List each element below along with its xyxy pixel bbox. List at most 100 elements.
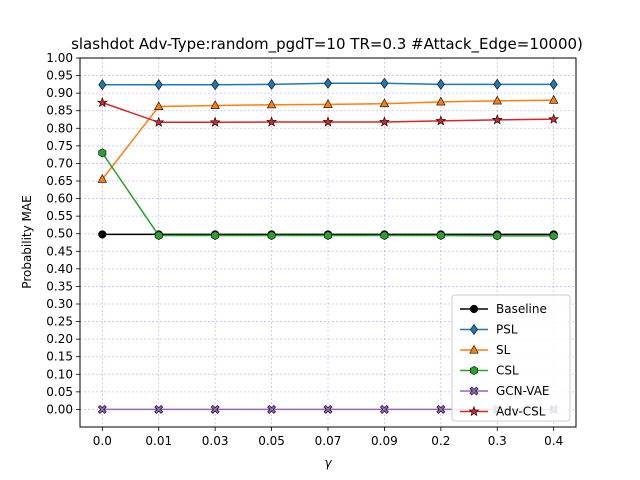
legend-label: Adv-CSL xyxy=(496,405,546,419)
y-tick-label: 0.85 xyxy=(46,104,73,118)
legend-item-gcn-vae: GCN-VAE xyxy=(460,384,550,398)
legend: Baseline PSL SL CSL GCN-VAE Adv-CSL xyxy=(451,294,571,422)
chart-title: slashdot Adv-Type:random_pgdT=10 TR=0.3 … xyxy=(71,35,583,54)
x-tick-label: 0.03 xyxy=(202,434,229,448)
y-tick-label: 0.15 xyxy=(46,350,73,364)
data-point-psl xyxy=(493,78,502,90)
legend-marker xyxy=(470,323,478,336)
y-tick-label: 0.95 xyxy=(46,69,73,83)
data-point-csl xyxy=(436,230,445,241)
data-point-gcn-vae xyxy=(97,405,107,414)
legend-label: PSL xyxy=(496,323,518,337)
data-point-sl xyxy=(154,101,164,110)
data-point-gcn-vae xyxy=(380,405,389,414)
y-tick-label: 0.20 xyxy=(46,332,73,346)
data-point-baseline xyxy=(98,230,107,239)
x-tick-label: 0.07 xyxy=(315,434,342,448)
data-point-csl xyxy=(493,231,502,241)
data-point-psl xyxy=(436,78,445,90)
data-point-psl xyxy=(267,78,276,90)
data-point-csl xyxy=(98,148,107,158)
data-point-csl xyxy=(267,230,276,241)
legend-marker xyxy=(470,365,478,376)
legend-item-csl: CSL xyxy=(460,364,519,378)
y-tick-label: 0.30 xyxy=(46,297,73,311)
y-tick-label: 0.05 xyxy=(46,385,73,399)
data-point-psl xyxy=(154,79,163,91)
x-tick-label: 0.4 xyxy=(544,434,563,448)
y-tick-label: 0.60 xyxy=(46,192,73,206)
legend-item-baseline: Baseline xyxy=(460,302,547,316)
legend-label: SL xyxy=(496,343,511,357)
legend-item-adv-csl: Adv-CSL xyxy=(460,405,546,419)
legend-marker xyxy=(469,386,479,396)
data-point-psl xyxy=(324,77,332,89)
series-adv-csl xyxy=(96,96,560,127)
data-point-csl xyxy=(154,230,163,241)
x-tick-label: 0.3 xyxy=(488,434,507,448)
x-tick-label: 0.09 xyxy=(371,434,398,448)
data-point-csl xyxy=(211,230,220,241)
legend-label: GCN-VAE xyxy=(496,384,550,398)
data-point-sl xyxy=(323,99,333,108)
data-point-psl xyxy=(549,78,558,90)
y-tick-label: 0.25 xyxy=(46,315,73,329)
data-point-adv-csl xyxy=(153,116,165,127)
x-tick-label: 0.0 xyxy=(93,434,112,448)
series-psl xyxy=(98,77,558,91)
data-point-sl xyxy=(548,94,559,104)
legend-marker xyxy=(469,304,479,314)
legend-marker xyxy=(468,405,480,417)
data-point-gcn-vae xyxy=(210,405,220,414)
legend-label: Baseline xyxy=(496,302,547,316)
data-point-sl xyxy=(492,95,502,105)
data-point-gcn-vae xyxy=(154,405,164,414)
y-tick-label: 0.50 xyxy=(46,227,73,241)
x-tick-label: 0.05 xyxy=(258,434,285,448)
y-tick-label: 0.75 xyxy=(46,139,73,153)
y-axis-label: Probability MAE xyxy=(20,195,34,288)
data-point-adv-csl xyxy=(96,96,108,108)
y-tick-label: 0.00 xyxy=(46,402,73,416)
data-point-adv-csl xyxy=(209,116,221,127)
x-tick-label: 0.2 xyxy=(431,434,450,448)
y-tick-label: 0.70 xyxy=(46,156,73,170)
data-point-sl xyxy=(97,173,108,183)
data-point-csl xyxy=(380,230,389,241)
data-point-sl xyxy=(379,98,390,108)
data-point-adv-csl xyxy=(322,116,334,127)
y-tick-label: 0.65 xyxy=(46,174,73,188)
y-tick-label: 0.55 xyxy=(46,209,73,223)
data-point-adv-csl xyxy=(266,116,277,127)
data-point-adv-csl xyxy=(548,113,560,124)
data-point-adv-csl xyxy=(491,114,503,125)
y-tick-label: 0.35 xyxy=(46,279,73,293)
data-point-psl xyxy=(98,79,107,91)
data-point-sl xyxy=(436,96,446,106)
data-point-gcn-vae xyxy=(267,405,276,414)
y-tick-label: 0.90 xyxy=(46,86,73,100)
data-point-gcn-vae xyxy=(323,405,333,414)
y-axis: 0.00 0.05 0.10 0.15 0.20 0.25 0.30 0.35 0.40 0.45… xyxy=(46,51,80,416)
series-csl xyxy=(98,148,558,241)
data-point-gcn-vae xyxy=(436,405,446,414)
data-point-sl xyxy=(266,99,277,109)
data-point-adv-csl xyxy=(379,116,390,127)
data-point-csl xyxy=(549,231,558,241)
y-tick-label: 0.80 xyxy=(46,121,73,135)
y-tick-label: 0.40 xyxy=(46,262,73,276)
data-point-psl xyxy=(380,77,389,89)
series-sl xyxy=(97,94,559,183)
series-layer xyxy=(96,77,560,414)
x-tick-label: 0.01 xyxy=(145,434,172,448)
x-axis-label: γ xyxy=(324,456,332,470)
x-axis: 0.0 0.01 0.03 0.05 0.07 0.09 0.2 0.3 0.4 xyxy=(93,427,563,448)
y-tick-label: 1.00 xyxy=(46,51,73,65)
data-point-csl xyxy=(324,230,332,241)
y-tick-label: 0.10 xyxy=(46,367,73,381)
data-point-psl xyxy=(211,79,220,91)
legend-item-psl: PSL xyxy=(460,323,518,337)
data-point-sl xyxy=(210,100,220,109)
data-point-adv-csl xyxy=(435,115,447,126)
